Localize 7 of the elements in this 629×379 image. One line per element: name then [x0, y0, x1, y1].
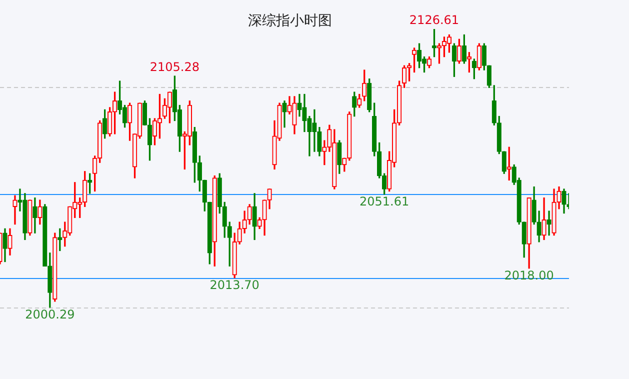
annotation: 2051.61: [360, 194, 410, 208]
candlestick: [546, 210, 552, 236]
annotation: 2000.29: [25, 307, 75, 322]
annotation: 2013.70: [210, 278, 260, 292]
chart-title: 深综指小时图: [247, 12, 333, 30]
annotation: 2105.28: [150, 60, 200, 74]
annotation: 2126.61: [409, 13, 460, 28]
